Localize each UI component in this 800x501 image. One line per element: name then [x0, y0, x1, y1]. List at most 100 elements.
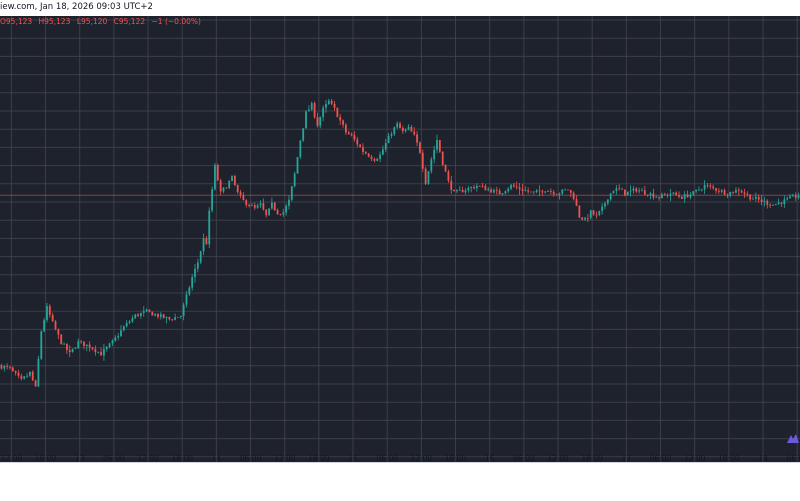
candle-body	[182, 304, 185, 316]
candle-body	[604, 203, 606, 207]
candle-body	[427, 171, 430, 184]
candle-body	[34, 380, 37, 387]
candle-body	[262, 203, 265, 210]
candle-body	[114, 337, 117, 341]
time-axis-tick-label: 18:00	[308, 454, 330, 463]
candle-body	[416, 134, 418, 143]
candle-body	[94, 349, 97, 353]
time-axis-tick-label: 12:00	[547, 454, 569, 463]
candle-body	[544, 191, 547, 193]
time-axis-tick-label: 17	[621, 454, 632, 463]
candle-body	[233, 176, 236, 186]
candle-body	[501, 193, 504, 195]
time-axis-tick-label: 18:00	[581, 454, 603, 463]
candle-body	[527, 190, 530, 192]
time-axis[interactable]: 12:00 18:00 13 06:00 12:00 18:00 14 06:00 12:00 1…	[0, 454, 800, 501]
time-axis-tick-label: 06:00	[103, 454, 125, 463]
candle-body	[438, 140, 441, 152]
candle-body	[643, 190, 646, 195]
candle-body	[387, 135, 390, 144]
candle-body	[282, 212, 285, 215]
candle-body	[88, 344, 91, 348]
candle-body	[322, 107, 325, 118]
time-axis-tick-label: 12:00	[0, 454, 23, 463]
candle-body	[171, 319, 174, 321]
candle-body	[672, 192, 675, 194]
candle-body	[350, 134, 353, 136]
candle-body	[51, 314, 54, 322]
candle-body	[652, 193, 655, 198]
candle-body	[578, 205, 581, 218]
candle-body	[83, 341, 85, 346]
candle-body	[251, 205, 253, 207]
candle-body	[60, 334, 63, 345]
candle-body	[382, 149, 384, 155]
candle-body	[219, 180, 222, 192]
candle-body	[518, 187, 521, 190]
candle-body	[28, 371, 31, 376]
candle-body	[345, 124, 347, 133]
candle-body	[319, 117, 322, 126]
candle-body	[487, 189, 490, 191]
candle-body	[470, 187, 473, 188]
candle-body	[80, 341, 83, 343]
candle-body	[532, 191, 535, 193]
candle-body	[777, 202, 780, 205]
candle-body	[720, 190, 723, 192]
candle-body	[270, 202, 273, 209]
candle-body	[134, 314, 137, 319]
time-axis-tick-label: 06:00	[513, 454, 535, 463]
candle-body	[26, 375, 28, 377]
candle-body	[689, 194, 692, 198]
candle-body	[157, 314, 159, 317]
price-chart[interactable]	[0, 16, 800, 462]
candle-body	[587, 217, 589, 219]
candle-body	[421, 152, 424, 169]
candle-body	[299, 140, 302, 158]
time-axis-tick-label: 12:00	[410, 454, 433, 463]
time-axis-tick-label: 06:00	[239, 454, 262, 463]
candle-body	[37, 358, 40, 387]
candle-body	[769, 204, 772, 206]
candle-body	[757, 196, 760, 200]
candle-body	[216, 164, 219, 181]
candle-body	[692, 191, 695, 195]
candle-body	[194, 268, 196, 278]
candle-body	[549, 191, 552, 192]
candle-body	[91, 347, 94, 350]
candle-body	[695, 189, 697, 192]
candle-body	[399, 123, 401, 129]
ohlc-change: −1 (−0.00%)	[151, 17, 201, 26]
time-axis-tick-label: 06:00	[786, 454, 800, 463]
candle-body	[327, 100, 330, 105]
candle-body	[732, 191, 734, 193]
candle-body	[458, 189, 461, 191]
ohlc-high: H95,123	[38, 17, 71, 26]
time-axis-tick-label: 12:00	[273, 454, 296, 463]
candle-body	[686, 194, 689, 198]
time-axis-tick-label: 12:00	[137, 454, 159, 463]
candle-body	[595, 214, 598, 216]
candle-body	[575, 199, 578, 206]
candle-body	[706, 184, 709, 186]
candle-body	[461, 189, 464, 193]
candle-body	[154, 314, 157, 316]
candlestick-chart-svg[interactable]	[0, 16, 800, 462]
candle-body	[712, 186, 715, 189]
candle-body	[481, 185, 484, 187]
tradingview-logo-icon[interactable]	[786, 430, 800, 444]
candle-body	[791, 195, 794, 197]
candle-body	[248, 204, 251, 206]
time-axis-tick-label: 15	[348, 454, 358, 463]
snapshot-caption: iew.com, Jan 18, 2026 09:03 UTC+2	[0, 2, 153, 12]
candle-body	[663, 194, 666, 196]
candle-body	[54, 321, 57, 330]
candle-body	[618, 188, 621, 190]
candle-body	[273, 202, 276, 211]
time-axis-tick-label: 06:00	[376, 454, 398, 463]
ohlc-legend: O95,123 H95,123 L95,120 C95,122 −1 (−0.0…	[0, 17, 205, 26]
candle-body	[288, 199, 290, 206]
candle-body	[313, 103, 316, 118]
candle-body	[168, 317, 171, 320]
candle-body	[222, 187, 225, 192]
